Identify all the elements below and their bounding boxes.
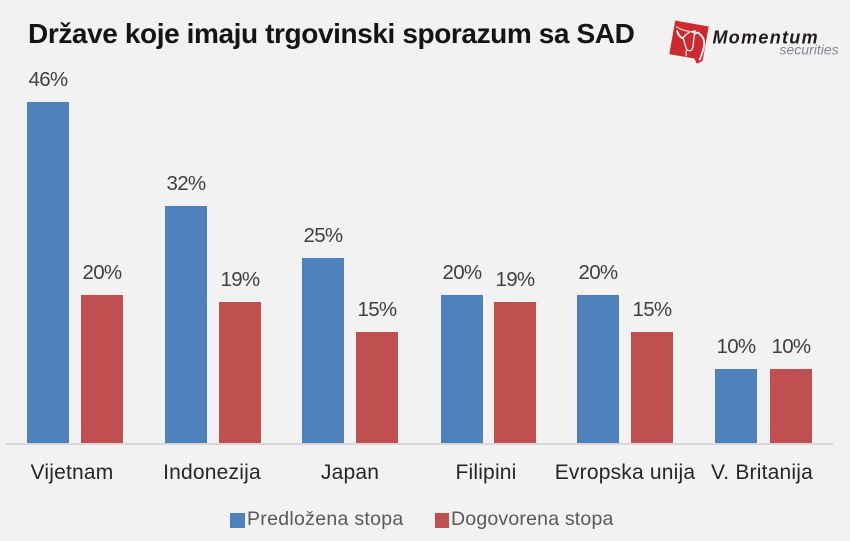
svg-text:Momentum: Momentum bbox=[713, 28, 819, 48]
svg-text:securities: securities bbox=[780, 42, 839, 58]
